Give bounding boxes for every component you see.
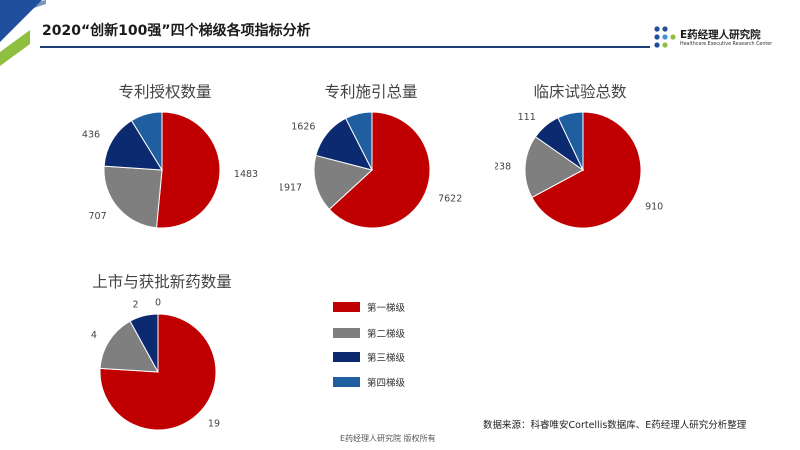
logo-subtext: Healthcare Executive Research Center — [680, 42, 773, 47]
corner-blue-shape — [0, 0, 42, 42]
pie-slice-tier-2 — [99, 320, 159, 373]
pie-slice-tier-1 — [328, 112, 431, 229]
legend-swatch-tier-4 — [333, 377, 360, 387]
data-label-tier-3: 1626 — [291, 122, 315, 133]
title-divider — [40, 46, 650, 48]
data-label-tier-4: 0 — [155, 298, 161, 309]
chart-title-clinical-trials: 临床试验总数 — [533, 83, 627, 101]
pie-slice-tier-2 — [524, 136, 584, 199]
data-label-tier-1: 19 — [208, 419, 220, 430]
pie-chart-new-drugs: 19 4 2 0 — [91, 298, 220, 431]
footer-copyright: E药经理人研究院 版权所有 — [340, 434, 436, 443]
chart-title-patent-grants: 专利授权数量 — [118, 83, 212, 101]
pie-slice-tier-3 — [129, 313, 159, 373]
legend-swatch-tier-2 — [333, 328, 360, 338]
chart-title-new-drugs: 上市与获批新药数量 — [92, 273, 232, 291]
data-label-tier-2: 707 — [89, 211, 107, 222]
pie-slice-tier-2 — [313, 154, 374, 211]
pie-chart-patent-citations: 762219171626904 — [280, 112, 462, 229]
pie-slice-tier-1 — [531, 112, 642, 229]
data-label-tier-1: 7622 — [438, 194, 462, 205]
data-label-tier-3: 111 — [518, 112, 536, 123]
legend-label-tier-1: 第一梯级 — [367, 303, 406, 314]
pie-chart-patent-grants: 1483707436253 — [82, 112, 258, 229]
legend-label-tier-4: 第四梯级 — [367, 378, 406, 389]
legend-swatch-tier-1 — [333, 302, 360, 312]
legend-label-tier-2: 第二梯级 — [367, 329, 406, 340]
data-label-tier-1: 1483 — [234, 169, 258, 180]
corner-stripe-shape — [18, 0, 46, 12]
data-label-tier-1: 910 — [645, 201, 663, 212]
data-label-tier-3: 2 — [133, 300, 139, 311]
pie-slice-tier-1 — [155, 112, 221, 229]
legend-label-tier-3: 第三梯级 — [367, 353, 406, 364]
data-label-tier-2: 4 — [91, 330, 97, 341]
pie-slice-tier-3 — [103, 119, 163, 171]
data-label-tier-2: 1917 — [280, 183, 302, 194]
corner-green-shape — [0, 30, 30, 66]
data-label-tier-2: 238 — [495, 161, 511, 172]
logo-icon — [654, 26, 676, 48]
data-label-tier-3: 436 — [82, 129, 100, 140]
pie-slice-tier-4 — [557, 112, 584, 171]
legend-swatch-tier-3 — [333, 352, 360, 362]
pie-slice-tier-4 — [130, 112, 163, 172]
logo-text: E药经理人研究院 — [680, 29, 761, 41]
chart-title-patent-citations: 专利施引总量 — [324, 83, 418, 101]
corner-decoration — [0, 0, 46, 66]
pie-slice-tier-4 — [345, 112, 373, 171]
source-note: 数据来源：科睿唯安Cortellis数据库、E药经理人研究分析整理 — [483, 420, 747, 431]
pie-chart-clinical-trials: 91023811196 — [495, 112, 663, 229]
page-title: 2020“创新100强”四个梯级各项指标分析 — [42, 23, 311, 39]
pie-slice-tier-2 — [103, 165, 163, 229]
